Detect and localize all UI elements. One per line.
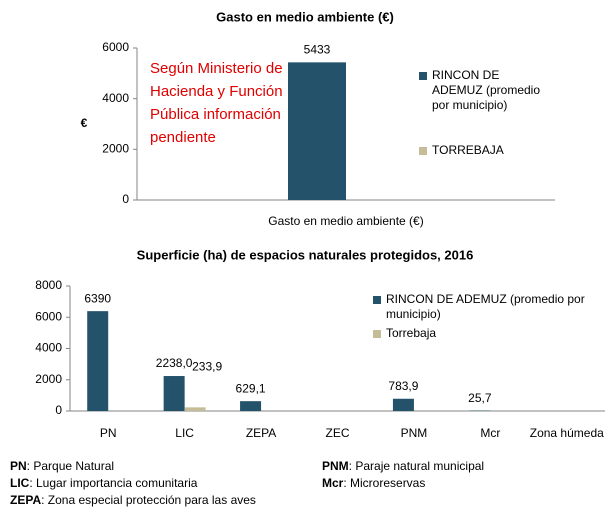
- y-tick-label: 4000: [35, 341, 62, 355]
- bar: [240, 401, 262, 411]
- x-tick-label: ZEC: [326, 426, 350, 440]
- footnote-abbr: ZEPA: [10, 493, 42, 507]
- y-tick-label: 0: [122, 192, 129, 206]
- legend-swatch: [419, 147, 427, 155]
- bar: [184, 407, 206, 411]
- data-label: 6390: [84, 291, 111, 305]
- footnote: Mcr: Microreservas: [322, 476, 425, 490]
- x-tick-label: PN: [100, 426, 117, 440]
- footnote-text: : Microreservas: [343, 476, 426, 490]
- bar: [392, 398, 414, 411]
- x-tick-label: Zona húmeda: [530, 426, 604, 440]
- legend-entry: TORREBAJA: [419, 143, 582, 158]
- chart-title: Superficie (ha) de espacios naturales pr…: [137, 247, 474, 262]
- legend-entry: RINCON DE ADEMUZ (promedio por municipio…: [419, 68, 542, 113]
- legend-swatch: [373, 330, 381, 338]
- footnote-abbr: LIC: [10, 476, 30, 490]
- footnote-text: : Lugar importancia comunitaria: [29, 476, 198, 490]
- legend-label: RINCON DE ADEMUZ (promedio por municipio…: [386, 292, 585, 321]
- footnote: LIC: Lugar importancia comunitaria: [10, 476, 197, 490]
- y-axis-label: €: [81, 116, 88, 130]
- footnote: PN: Parque Natural: [10, 459, 114, 473]
- bar: [163, 376, 185, 411]
- data-label: 629,1: [236, 381, 266, 395]
- y-tick-label: 6000: [35, 309, 62, 323]
- footnote-abbr: PNM: [322, 459, 349, 473]
- x-tick-label: Mcr: [480, 426, 500, 440]
- footnote-abbr: PN: [10, 459, 27, 473]
- legend-swatch: [373, 296, 381, 304]
- footnote: PNM: Paraje natural municipal: [322, 459, 484, 473]
- legend-label: TORREBAJA: [432, 143, 504, 157]
- legend-label: Torrebaja: [386, 326, 437, 340]
- data-label: 233,9: [192, 360, 222, 374]
- data-label: 25,7: [468, 391, 492, 405]
- legend-swatch: [419, 72, 427, 80]
- data-label: 2238,0: [156, 356, 193, 370]
- data-label: 783,9: [388, 379, 418, 393]
- chart-title: Gasto en medio ambiente (€): [216, 9, 394, 24]
- legend-entry: Torrebaja: [373, 326, 536, 341]
- footnote-text: : Paraje natural municipal: [348, 459, 485, 473]
- footnote-text: : Zona especial protección para las aves: [41, 493, 256, 507]
- x-tick-label: Gasto en medio ambiente (€): [268, 214, 423, 228]
- legend-label: RINCON DE ADEMUZ (promedio por municipio…: [432, 68, 541, 112]
- footnote-text: : Parque Natural: [26, 459, 115, 473]
- y-tick-label: 4000: [102, 91, 129, 105]
- y-tick-label: 6000: [102, 40, 129, 54]
- y-tick-label: 8000: [35, 278, 62, 292]
- y-tick-label: 2000: [102, 142, 129, 156]
- y-tick-label: 0: [55, 403, 62, 417]
- bar: [288, 62, 346, 200]
- y-tick-label: 2000: [35, 372, 62, 386]
- bar: [87, 311, 109, 411]
- x-tick-label: ZEPA: [246, 426, 276, 440]
- data-label: 5433: [304, 43, 331, 57]
- x-tick-label: LIC: [175, 426, 194, 440]
- legend-entry: RINCON DE ADEMUZ (promedio por municipio…: [373, 292, 609, 322]
- footnote: ZEPA: Zona especial protección para las …: [10, 493, 256, 507]
- footnote-abbr: Mcr: [322, 476, 344, 490]
- x-tick-label: PNM: [401, 426, 428, 440]
- annotation: Según Ministerio de Hacienda y Función P…: [150, 60, 283, 146]
